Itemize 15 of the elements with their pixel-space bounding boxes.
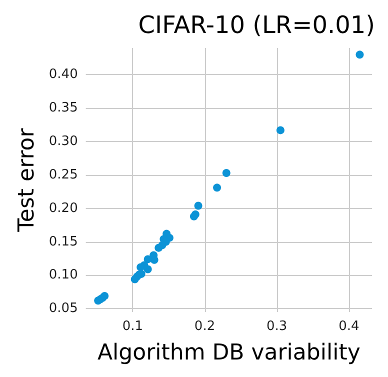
y-tick-label: 0.35 bbox=[48, 100, 78, 116]
x-tick-label: 0.3 bbox=[266, 319, 288, 334]
y-tick-label: 0.25 bbox=[48, 167, 78, 182]
y-tick-label: 0.05 bbox=[48, 301, 78, 316]
x-tick-label: 0.2 bbox=[194, 319, 216, 334]
y-tick-label: 0.20 bbox=[48, 200, 78, 216]
chart-title: CIFAR-10 (LR=0.01) bbox=[138, 11, 375, 39]
y-axis-title: Test error bbox=[14, 127, 40, 233]
x-axis-title: Algorithm DB variability bbox=[97, 340, 360, 366]
y-tick-label: 0.40 bbox=[48, 67, 78, 82]
y-tick-label: 0.10 bbox=[48, 268, 78, 283]
y-tick-label: 0.15 bbox=[48, 234, 78, 250]
x-tick-label: 0.1 bbox=[122, 319, 144, 334]
x-tick-label: 0.4 bbox=[338, 319, 360, 334]
y-tick-label: 0.30 bbox=[48, 134, 78, 150]
